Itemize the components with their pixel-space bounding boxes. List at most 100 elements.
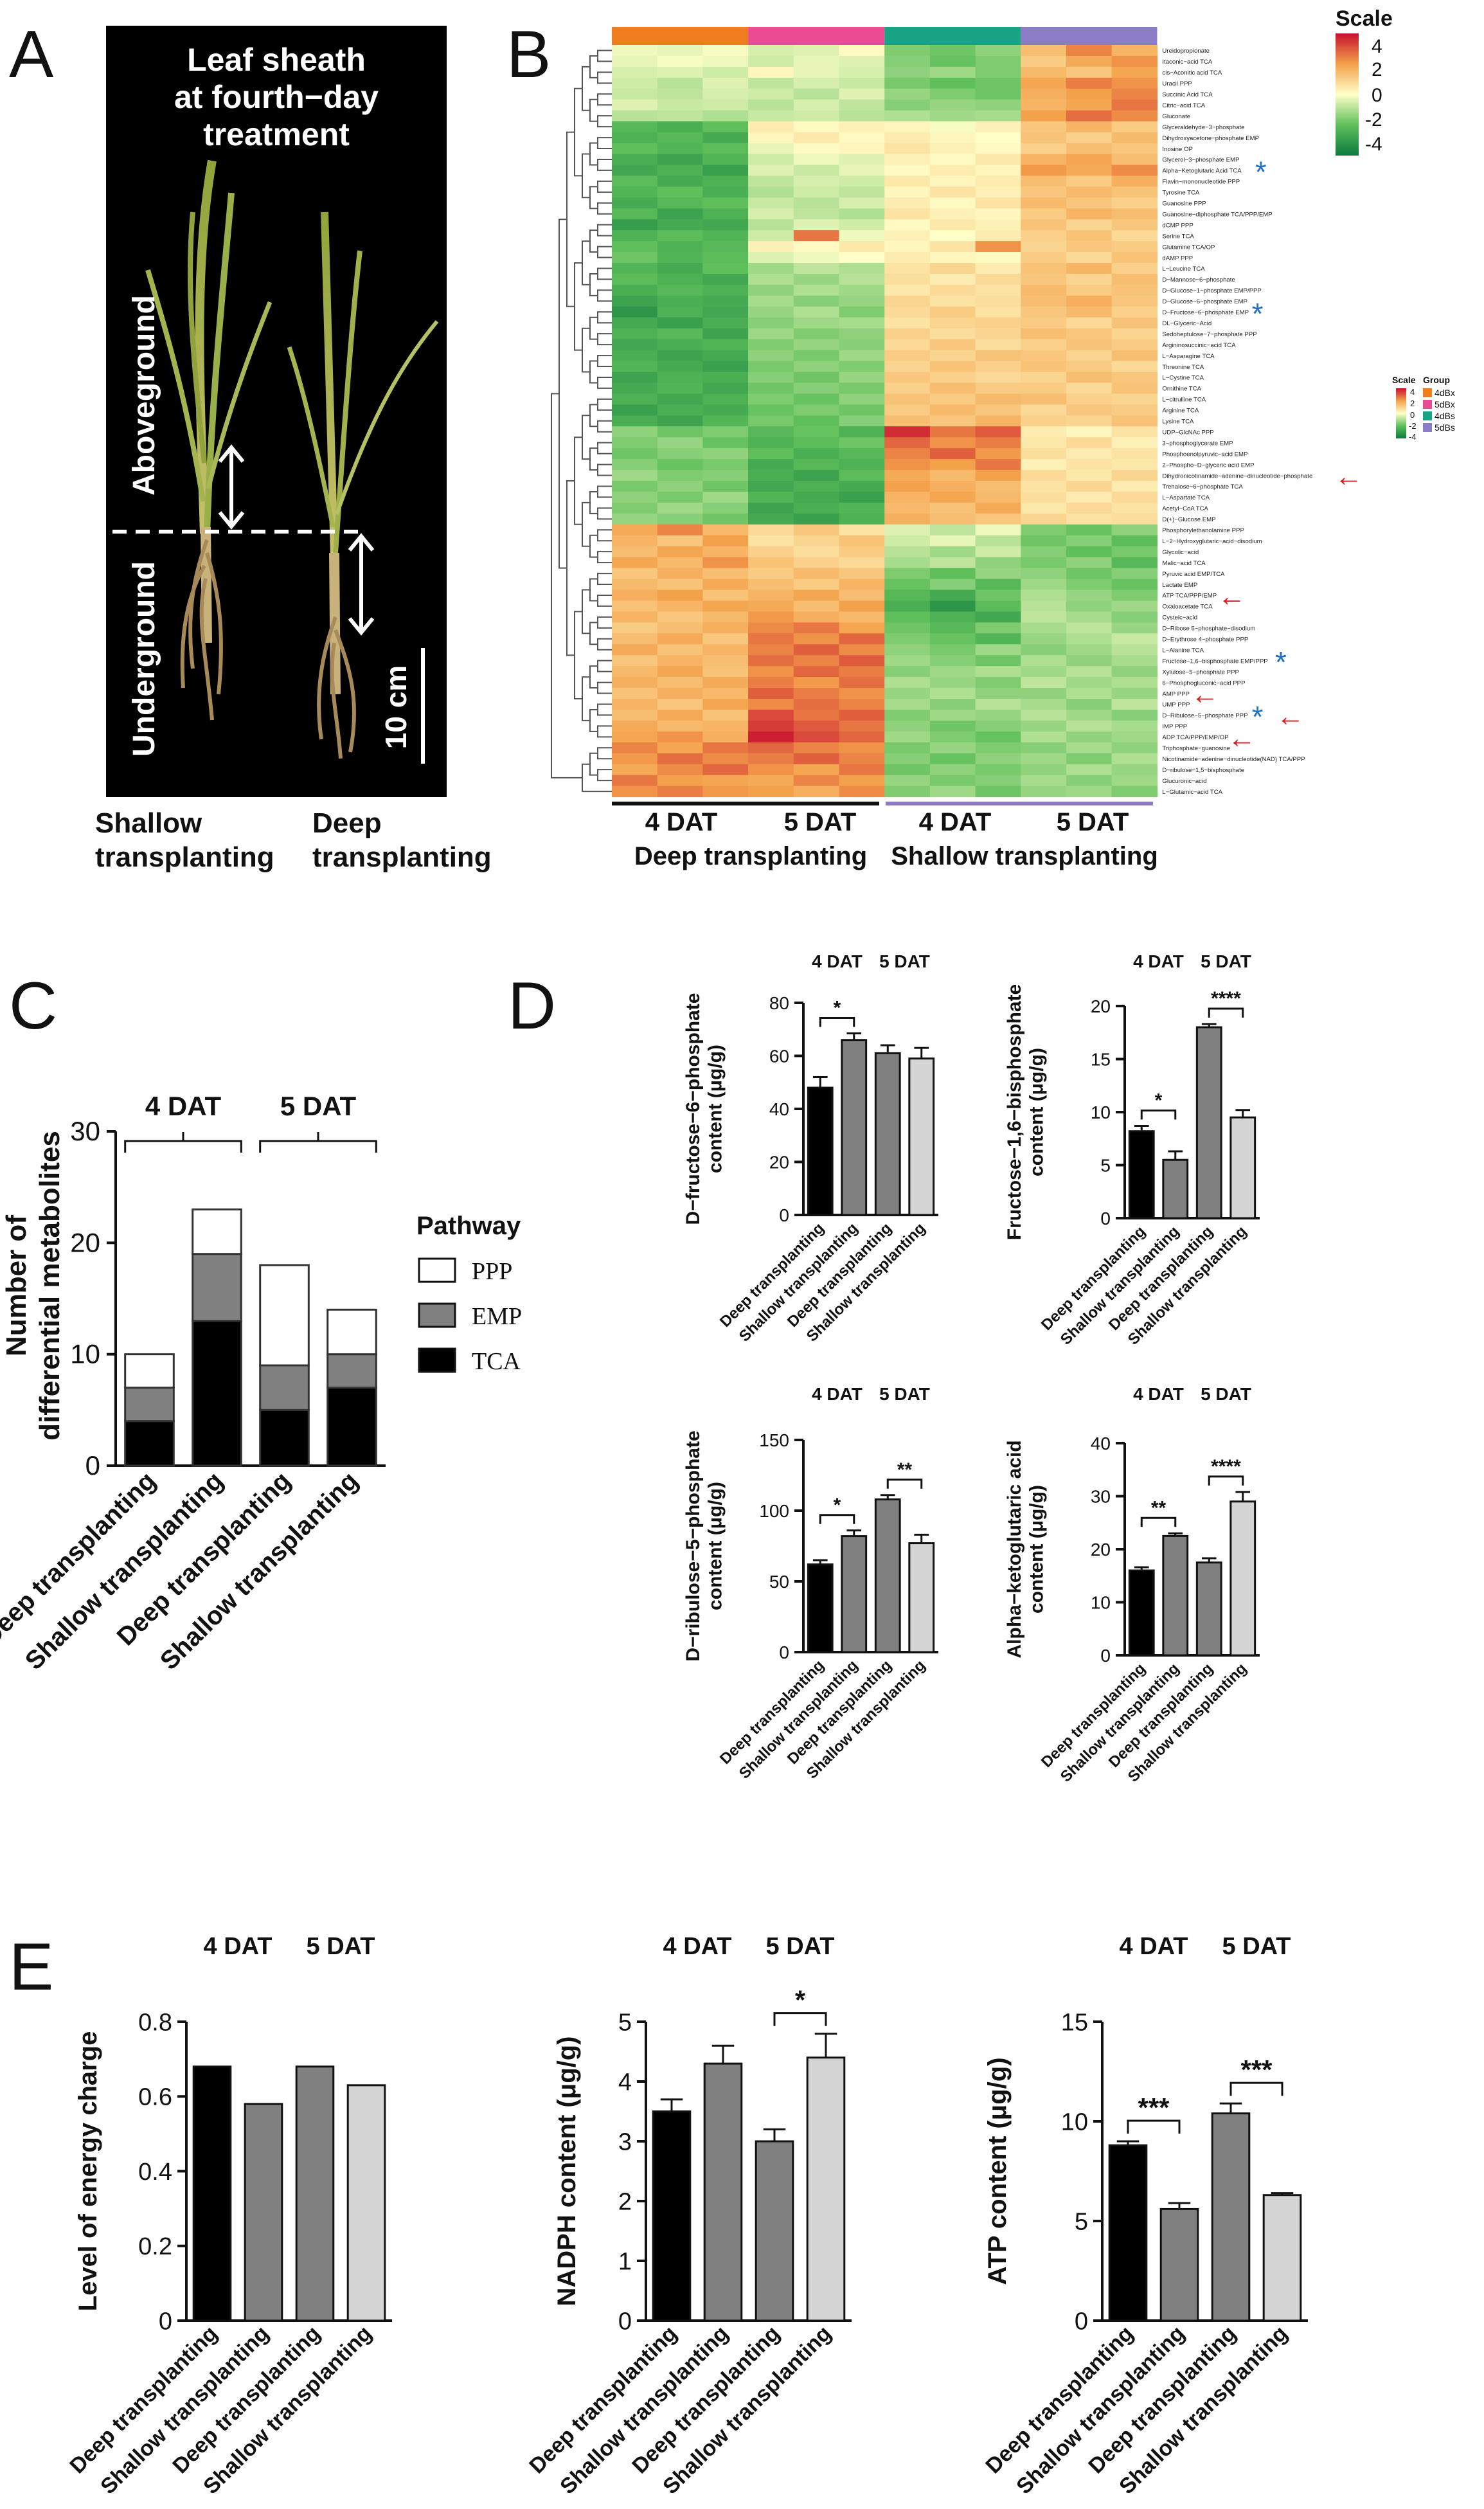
heatmap-cell [839, 273, 885, 285]
dendrogram-branch [582, 327, 590, 373]
heatmap-cell [657, 230, 703, 242]
heatmap-cell [884, 361, 931, 373]
heatmap-cell [612, 524, 658, 536]
heatmap-cell [929, 317, 976, 329]
heatmap-cell [1111, 753, 1158, 765]
heatmap-cell [612, 263, 658, 274]
heatmap-cell [884, 219, 931, 231]
caption-deep-line-1: Deep [312, 807, 382, 839]
heatmap-row-label: Guanosine PPP [1162, 201, 1206, 208]
heatmap-cell [748, 764, 794, 776]
y-axis-label: content (μg/g) [1026, 1048, 1047, 1176]
heatmap-row-label: Trehalose−6−phosphate TCA [1162, 483, 1243, 490]
heatmap-cell [793, 502, 840, 514]
heatmap-cell [929, 197, 976, 209]
heatmap-cell [975, 186, 1021, 198]
heatmap-cell [702, 350, 749, 362]
heatmap-row-label: Citric−acid TCA [1162, 102, 1205, 109]
significance-bracket [773, 2012, 827, 2026]
heatmap-cell [793, 600, 840, 612]
heatmap-cell [929, 263, 976, 274]
heatmap-cell [657, 284, 703, 296]
heatmap-cell [748, 306, 794, 318]
heatmap-cell [1021, 459, 1067, 471]
heatmap-cell [929, 611, 976, 623]
heatmap-cell [702, 622, 749, 634]
heatmap-cell [612, 688, 658, 699]
scale-bar-label: 10 cm [379, 665, 413, 749]
heatmap-cell [839, 579, 885, 591]
heatmap-cell [657, 579, 703, 591]
heatmap-cell [612, 720, 658, 732]
stacked-bar-segment [326, 1353, 377, 1389]
heatmap-cell [884, 77, 931, 89]
heatmap-cell [612, 393, 658, 405]
heatmap-cell [1021, 110, 1067, 122]
heatmap-cell [975, 481, 1021, 492]
heatmap-cell [657, 666, 703, 678]
heatmap-cell [657, 361, 703, 373]
heatmap-cell [793, 99, 840, 111]
heatmap-cell [748, 230, 794, 242]
stacked-bar-segment [124, 1387, 175, 1423]
heatmap-cell [929, 66, 976, 78]
heatmap-cell [929, 688, 976, 699]
heatmap-cell [929, 709, 976, 721]
heatmap-cell [1021, 699, 1067, 710]
significance-bracket [1140, 1516, 1177, 1527]
heatmap-cell [884, 546, 931, 558]
heatmap-cell [975, 55, 1021, 67]
heatmap-cell [657, 295, 703, 307]
heatmap-cell [975, 208, 1021, 220]
heatmap-cell [929, 284, 976, 296]
heatmap-cell [1066, 110, 1113, 122]
heatmap-cell [1111, 786, 1158, 798]
heatmap-row-label: Glycerol−3−phosphate EMP [1162, 157, 1239, 164]
heatmap-cell [884, 208, 931, 220]
heatmap-cell [975, 611, 1021, 623]
heatmap-cell [1021, 45, 1067, 57]
heatmap-cell [884, 557, 931, 569]
heatmap-cell [793, 513, 840, 525]
heatmap-cell [657, 404, 703, 416]
heatmap-cell [1021, 524, 1067, 536]
stacked-bar-segment [192, 1253, 242, 1322]
heatmap-cell [748, 154, 794, 166]
heatmap-cell [884, 600, 931, 612]
heatmap-row-labels: Ureidopropionate Itaconic−acid TCA cis−Aco… [1162, 48, 1312, 796]
dendrogram-branch [597, 594, 612, 607]
dendrogram-branch [589, 404, 598, 427]
heatmap-cell [793, 666, 840, 678]
heatmap-cell [1021, 197, 1067, 209]
heatmap-cell [884, 688, 931, 699]
heatmap-cell [657, 731, 703, 743]
heatmap-cell [929, 666, 976, 678]
heatmap-cell [1111, 77, 1158, 89]
heatmap-cell [1021, 709, 1067, 721]
heatmap-cell [929, 481, 976, 492]
heatmap-cell [929, 143, 976, 155]
heatmap-cell [1111, 273, 1158, 285]
heatmap-cell [839, 143, 885, 155]
heatmap-cell [748, 415, 794, 427]
heatmap-row-label: L−2−Hydroxyglutaric−acid−disodium [1162, 538, 1262, 545]
dendrogram-branch [589, 534, 598, 558]
heatmap-cell [748, 579, 794, 591]
heatmap-cell [612, 644, 658, 656]
heatmap-cell [1066, 186, 1113, 198]
heatmap-cell [748, 372, 794, 384]
y-tick-label: 60 [769, 1046, 789, 1066]
dendrogram-branch [597, 289, 612, 302]
photo-title-line-1: Leaf sheath [187, 42, 366, 78]
heatmap-row-label: Oxaloacetate TCA [1162, 604, 1213, 611]
dendrogram-branch [597, 355, 612, 368]
heatmap-cell [884, 252, 931, 264]
heatmap-cell [793, 470, 840, 481]
heatmap-cell [612, 775, 658, 787]
heatmap-cell [702, 132, 749, 144]
heatmap-cell [1066, 426, 1113, 438]
blue-star-mark: * [1252, 297, 1264, 330]
bar [1229, 1116, 1256, 1219]
heatmap-cell [612, 143, 658, 155]
heatmap-row-label: cis−Aconitic acid TCA [1162, 69, 1222, 76]
